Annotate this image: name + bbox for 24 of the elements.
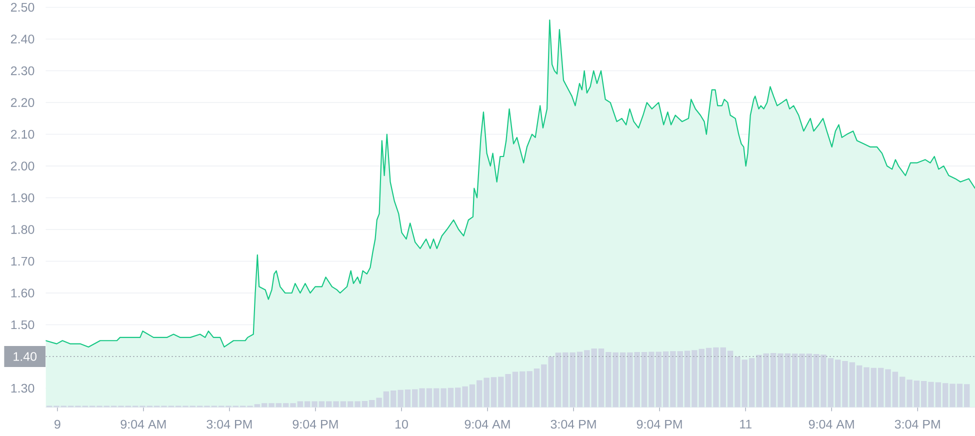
x-tick-label: 9:04 PM (292, 420, 338, 429)
y-tick-label: 1.30 (11, 384, 34, 393)
x-tick-label: 3:04 PM (550, 420, 596, 429)
y-tick-label: 1.50 (11, 320, 34, 330)
x-tick-label: 11 (740, 420, 752, 428)
y-tick-label: 1.90 (11, 193, 34, 202)
y-tick-label: 1.70 (11, 256, 34, 266)
x-tick-label: 10 (396, 420, 408, 429)
x-tick-label: 9:04 AM (464, 420, 510, 429)
x-tick-label: 3:04 PM (206, 420, 252, 429)
y-tick-label: 2.10 (10, 130, 34, 139)
x-tick-label: 3:04 PM (894, 420, 940, 429)
ref-line-label: 1.40 (14, 352, 37, 361)
y-tick-label: 2.20 (10, 98, 34, 107)
y-tick-label: 2.40 (10, 34, 34, 44)
y-tick-label: 2.50 (10, 2, 34, 12)
x-tick-label: 9:04 PM (636, 420, 682, 429)
y-tick-label: 1.80 (11, 225, 34, 234)
y-tick-label: 1.60 (11, 288, 34, 298)
x-tick-label: 9:04 AM (808, 420, 854, 429)
y-tick-label: 2.30 (10, 66, 34, 76)
x-tick-label: 9:04 AM (120, 420, 166, 429)
y-tick-label: 2.00 (10, 162, 34, 170)
x-tick-label: 9 (54, 420, 60, 429)
